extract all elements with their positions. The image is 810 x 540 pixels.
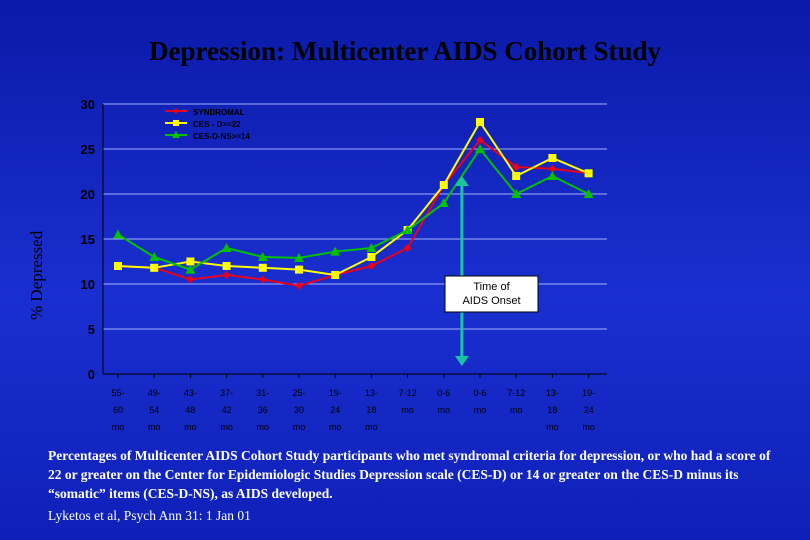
- data-point: [512, 163, 521, 171]
- y-tick-label: 30: [81, 97, 95, 112]
- x-tick-label: 13-18 mo: [546, 388, 559, 432]
- data-point: [403, 244, 412, 252]
- y-tick-label: 5: [88, 322, 95, 337]
- x-tick-label: 55-60 mo: [111, 388, 124, 432]
- data-point: [295, 265, 303, 274]
- x-tick-label: 43-48 mo: [184, 388, 197, 432]
- slide-title: Depression: Multicenter AIDS Cohort Stud…: [148, 36, 661, 66]
- data-point: [438, 198, 449, 207]
- y-tick-label: 20: [81, 187, 95, 202]
- data-point: [114, 262, 122, 270]
- data-point: [113, 229, 123, 239]
- y-tick-label: 10: [81, 277, 95, 292]
- legend-marker: [173, 120, 179, 126]
- x-tick-label: 0-6 mo: [437, 388, 450, 415]
- x-tick-label: 19-24 mo: [329, 388, 342, 432]
- data-point: [476, 118, 484, 126]
- data-point: [294, 252, 304, 262]
- x-tick-label: 49-54 mo: [148, 388, 161, 432]
- x-tick-label: 25-30 mo: [292, 388, 305, 432]
- legend-marker: [172, 131, 180, 138]
- data-point: [547, 171, 558, 180]
- data-point: [258, 275, 267, 284]
- legend-label: CES-D-NS>=14: [193, 132, 250, 141]
- data-point: [512, 172, 521, 180]
- figure-caption: Percentages of Multicenter AIDS Cohort S…: [48, 448, 771, 501]
- data-point: [186, 275, 195, 284]
- y-tick-label: 25: [81, 142, 95, 157]
- data-point: [584, 169, 593, 178]
- data-point: [186, 257, 195, 266]
- legend-label: SYNDROMAL: [193, 108, 245, 117]
- x-tick-label: 19-24 mo: [582, 388, 595, 432]
- data-point: [185, 264, 196, 274]
- data-point: [221, 243, 232, 252]
- data-point: [476, 136, 484, 144]
- data-point: [548, 154, 557, 162]
- data-point: [330, 246, 341, 256]
- y-tick-label: 15: [81, 232, 95, 247]
- onset-annotation-label: Time of: [473, 281, 510, 293]
- onset-arrowhead-up: [454, 176, 469, 186]
- data-point: [150, 263, 159, 272]
- data-point: [258, 263, 267, 272]
- data-point: [439, 181, 448, 189]
- data-point: [331, 271, 340, 279]
- x-tick-label: 7-12 mo: [507, 388, 525, 415]
- data-point: [257, 252, 268, 261]
- legend-marker: [173, 108, 179, 114]
- data-point: [475, 144, 485, 153]
- data-point: [548, 164, 557, 173]
- data-point: [402, 225, 413, 234]
- legend-label: CES - D>=22: [193, 120, 241, 129]
- series-line: [117, 147, 590, 271]
- onset-arrowhead-down: [454, 356, 469, 366]
- data-point: [295, 281, 303, 290]
- onset-annotation-box: [444, 275, 539, 313]
- series-line: [117, 120, 589, 277]
- data-point: [367, 253, 376, 261]
- data-point: [222, 271, 231, 279]
- citation: Lyketos et al, Psych Ann 31: 1 Jan 01: [48, 508, 251, 523]
- x-tick-label: 0-6 mo: [473, 388, 486, 415]
- x-tick-label: 37-42 mo: [220, 388, 233, 432]
- data-point: [366, 243, 377, 252]
- data-point: [367, 262, 376, 270]
- data-point: [222, 262, 231, 270]
- x-tick-label: 13-18 mo: [365, 388, 378, 432]
- x-tick-label: 31-36 mo: [256, 388, 269, 432]
- data-point: [149, 252, 160, 261]
- x-tick-label: 7-12 mo: [399, 388, 417, 415]
- series-line: [117, 138, 589, 287]
- y-tick-label: 0: [88, 367, 95, 382]
- onset-annotation-label: AIDS Onset: [462, 295, 520, 307]
- depression-line-chart: 0 5 10 15 20 25 30 55-60 mo 49-54 mo 43-48 mo 37-42 mo…: [81, 97, 607, 432]
- data-point: [583, 189, 594, 198]
- data-point: [511, 189, 522, 198]
